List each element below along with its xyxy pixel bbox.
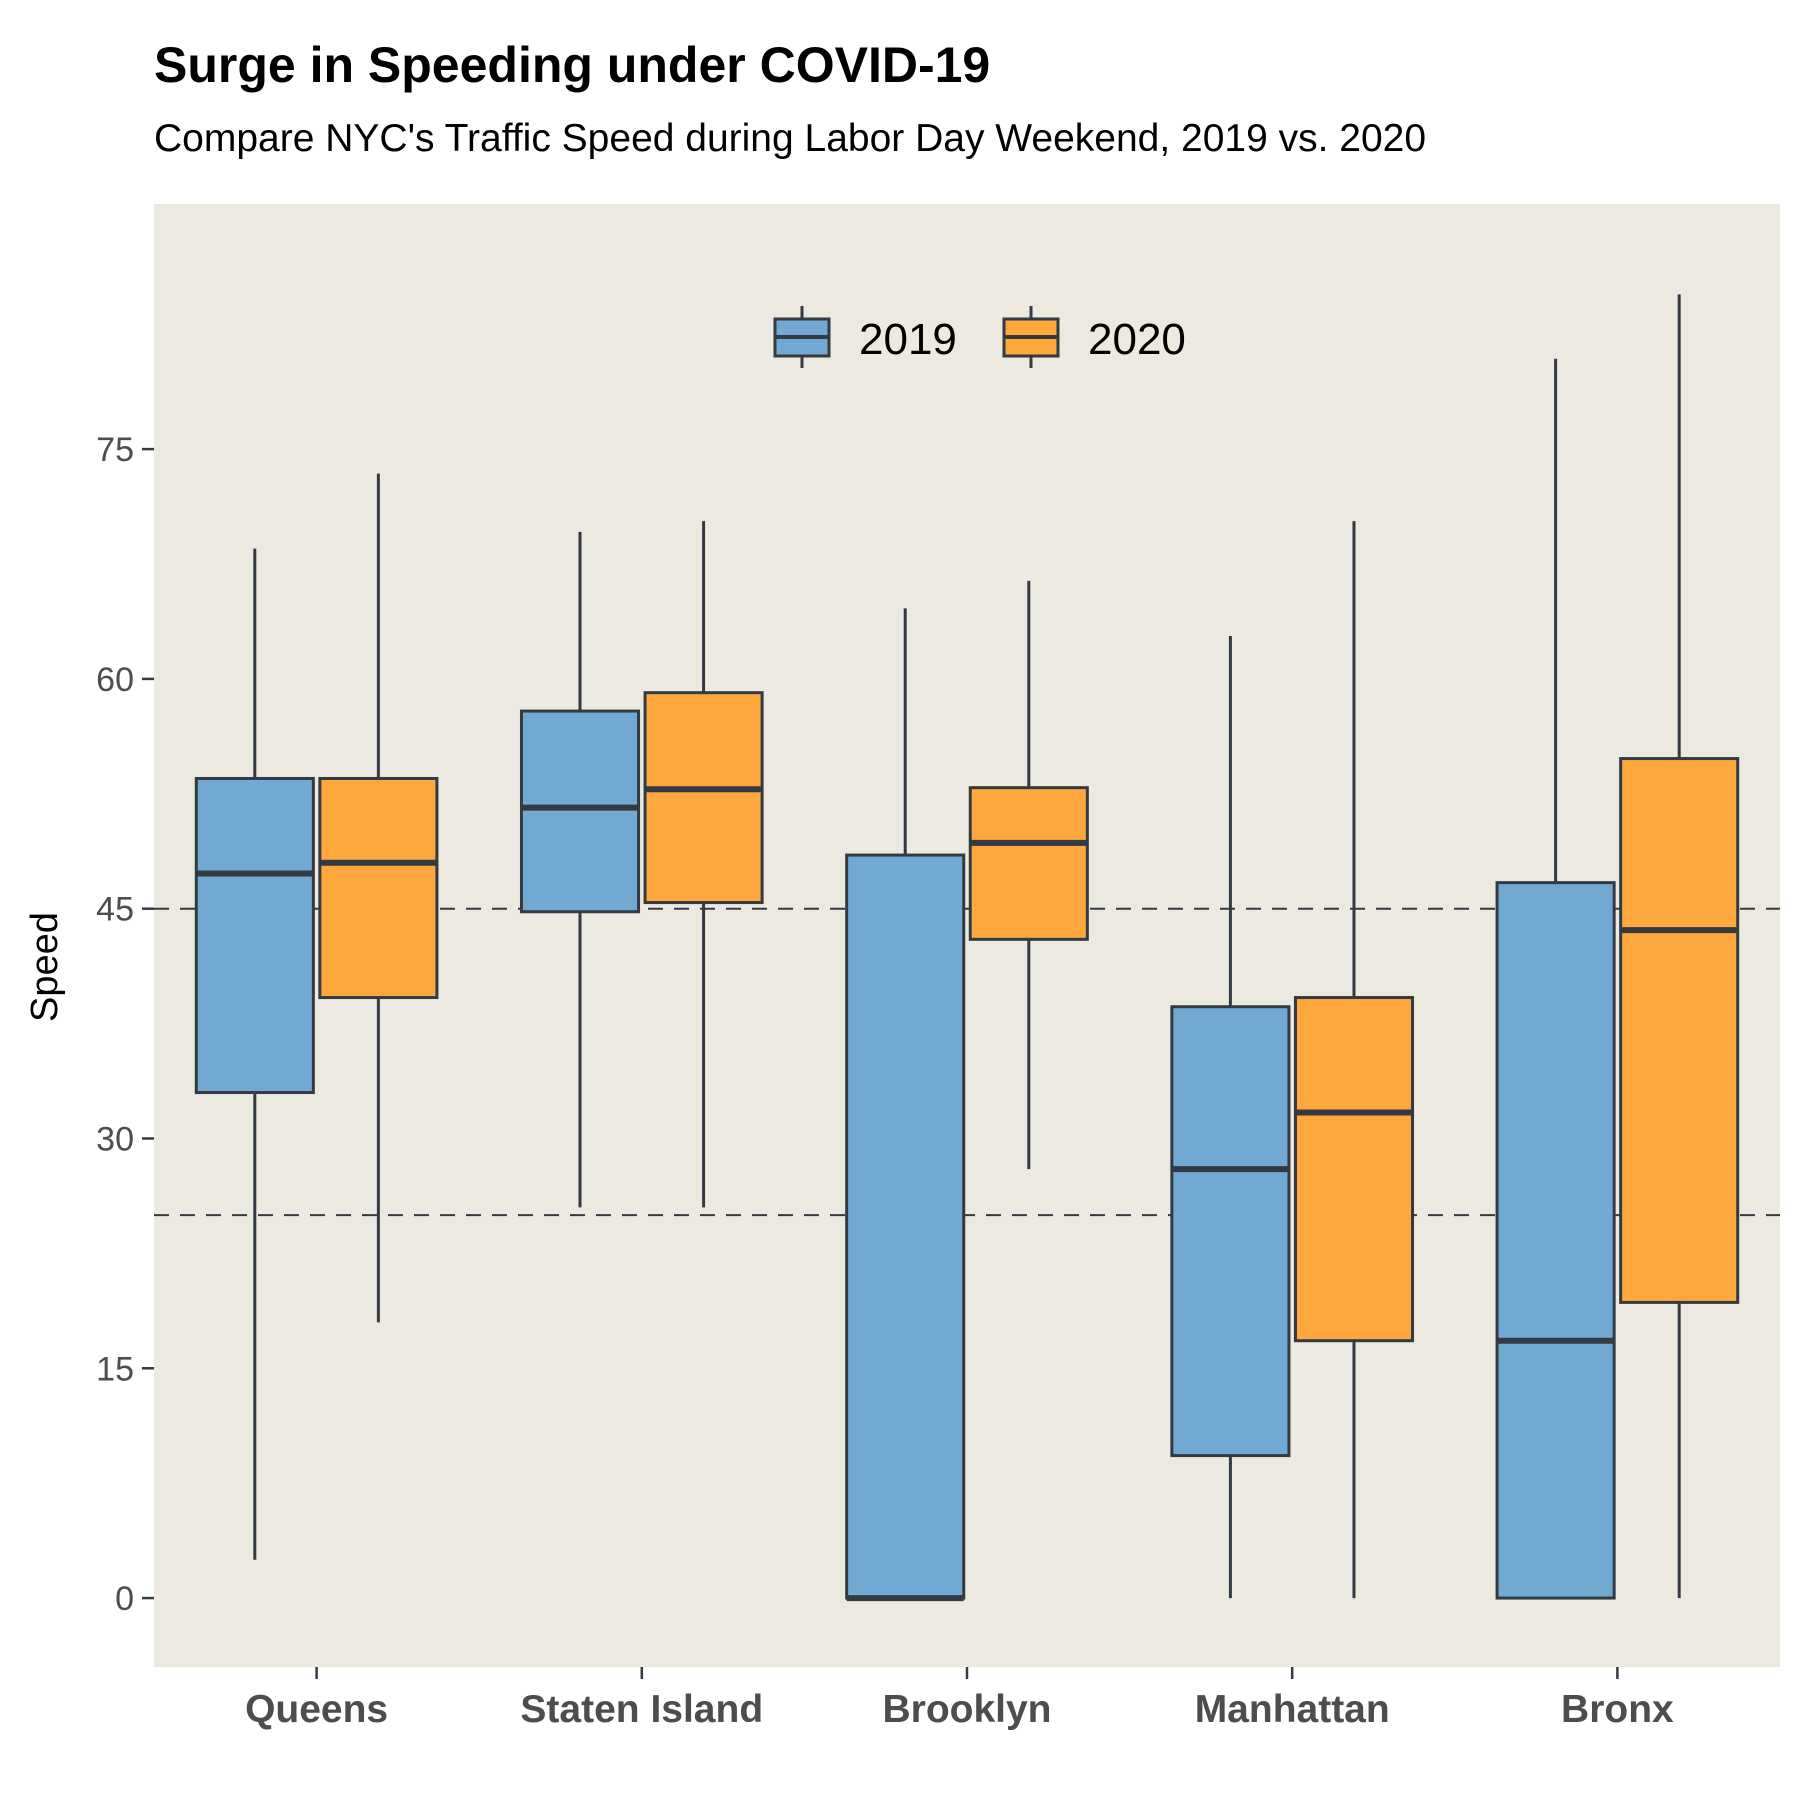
box-2019-manhattan [1170,636,1291,1599]
legend-label: 2020 [1088,315,1186,364]
box-iqr [318,776,439,1000]
box-groups [194,294,1740,1602]
box-2019-queens [194,548,315,1560]
box-2020-bronx [1619,294,1740,1599]
y-tick-label: 0 [115,1580,134,1618]
chart-subtitle: Compare NYC's Traffic Speed during Labor… [154,117,1427,160]
y-tick-label: 60 [96,661,134,699]
y-tick-label: 45 [96,891,134,929]
box-2020-staten-island [643,521,764,1208]
y-axis-title: Speed [24,912,66,1022]
x-tick-label: Queens [245,1688,388,1731]
box-iqr [1170,1005,1291,1458]
box-2020-queens [318,473,439,1323]
y-tick-label: 15 [96,1350,134,1388]
box-2019-staten-island [519,531,641,1208]
y-tick-label: 30 [96,1120,134,1158]
legend-item-2019: 2019 [773,306,957,368]
box-iqr [968,786,1089,941]
x-tick-label: Bronx [1561,1688,1674,1731]
y-tick-label: 75 [96,431,134,469]
x-tick-label: Brooklyn [882,1688,1051,1731]
box-iqr [1495,881,1616,1600]
legend-item-2020: 2020 [1002,306,1186,368]
x-tick-label: Manhattan [1195,1688,1390,1731]
box-2020-brooklyn [968,580,1089,1170]
box-2019-bronx [1495,358,1616,1600]
x-tick-label: Staten Island [520,1688,763,1731]
box-iqr [1619,757,1740,1304]
box-iqr [1293,996,1415,1343]
box-iqr [643,691,764,905]
box-2019-brooklyn [845,608,966,1602]
chart-title: Surge in Speeding under COVID-19 [154,37,991,93]
box-iqr [519,709,641,914]
box-iqr [845,853,966,1600]
box-iqr [194,776,315,1095]
legend: 2019 2020 [773,306,1186,368]
y-axis: 0 15 30 45 60 75 [96,431,154,1618]
box-2020-manhattan [1293,521,1415,1599]
x-axis: Queens Staten Island Brooklyn Manhattan Bron… [245,1667,1674,1731]
legend-label: 2019 [859,315,957,364]
